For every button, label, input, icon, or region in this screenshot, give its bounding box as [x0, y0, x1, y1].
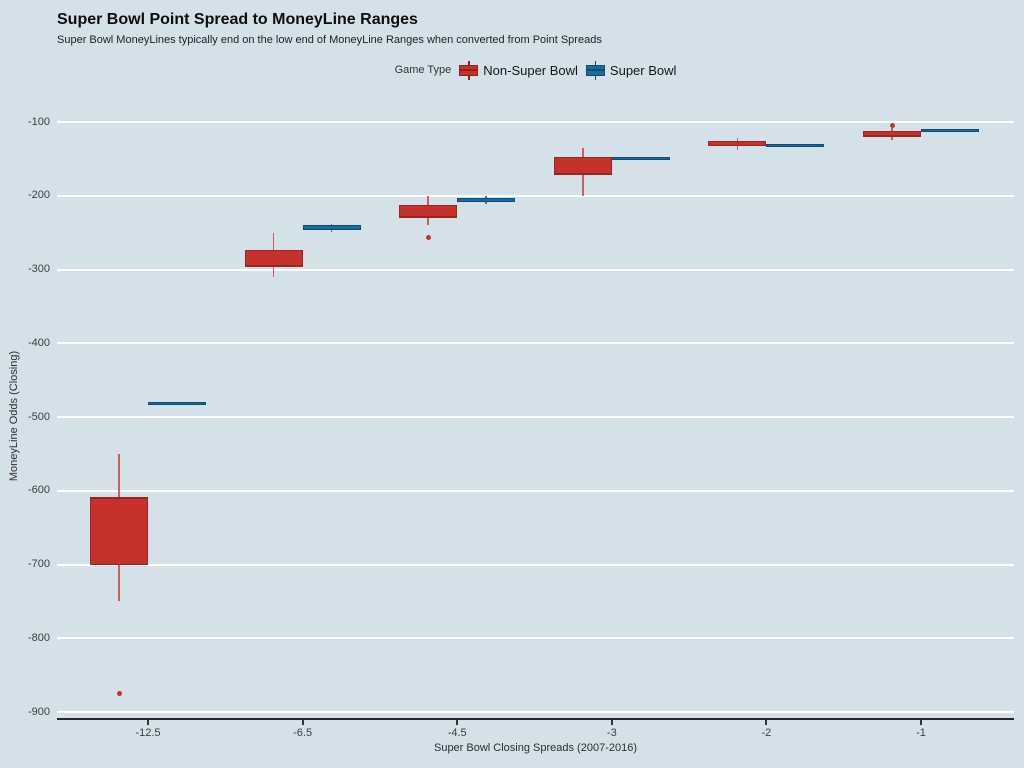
box-non-super-bowl--2: [708, 141, 767, 146]
median-non-super-bowl--3: [553, 173, 612, 176]
x-tick--6.5: [301, 720, 304, 725]
box-non-super-bowl--12.5: [90, 498, 148, 565]
median-non-super-bowl--1: [863, 135, 921, 137]
gridline--500: [57, 416, 1014, 418]
y-tick-label--400: -400: [27, 336, 50, 349]
x-axis-line: [57, 718, 1014, 720]
y-tick-label--500: -500: [27, 410, 50, 423]
y-tick-label--700: -700: [27, 558, 50, 570]
gridline--600: [57, 489, 1014, 492]
boxplot-key-icon-red: [459, 60, 479, 80]
legend-item-super-bowl: Super Bowl: [585, 60, 677, 80]
box-super-bowl--2: [766, 144, 825, 148]
box-super-bowl--1: [921, 128, 979, 132]
box-non-super-bowl--3: [553, 157, 612, 175]
y-tick-label--900: -900: [27, 705, 50, 718]
x-axis-title: Super Bowl Closing Spreads (2007-2016): [433, 742, 637, 754]
x-tick-label--1: -1: [916, 727, 926, 739]
box-non-super-bowl--6.5: [244, 249, 303, 266]
chart-subtitle: Super Bowl MoneyLines typically end on t…: [57, 34, 602, 46]
box-super-bowl--3: [611, 157, 670, 161]
x-tick--2: [765, 720, 768, 725]
median-non-super-bowl--6.5: [244, 264, 303, 267]
x-tick--1: [920, 720, 922, 725]
box-super-bowl--12.5: [148, 402, 206, 406]
y-tick-label--300: -300: [27, 263, 50, 275]
gridline--900: [57, 711, 1014, 713]
x-tick-label--12.5: -12.5: [135, 727, 161, 739]
median-non-super-bowl--12.5: [90, 497, 148, 500]
boxplot-key-icon-blue: [585, 60, 605, 80]
y-tick-label--100: -100: [27, 115, 50, 128]
median-non-super-bowl--4.5: [399, 216, 458, 219]
x-tick-label--2: -2: [761, 727, 772, 739]
gridline--300: [57, 268, 1014, 271]
outlier-non-super-bowl--12.5: [116, 691, 122, 697]
outlier-non-super-bowl--4.5: [425, 234, 431, 240]
legend-item-non-super-bowl: Non-Super Bowl: [459, 60, 578, 80]
y-tick-label--800: -800: [27, 631, 50, 644]
outlier-non-super-bowl--1: [889, 123, 895, 129]
legend-label-super-bowl: Super Bowl: [609, 62, 677, 78]
gridline--100: [57, 121, 1014, 123]
x-tick-label--3: -3: [606, 727, 617, 739]
box-super-bowl--6.5: [302, 225, 361, 230]
legend-label-non-super-bowl: Non-Super Bowl: [483, 62, 578, 78]
gridline--700: [57, 563, 1014, 566]
x-tick--4.5: [456, 720, 459, 725]
legend: Game Type Non-Super Bowl Super Bowl: [57, 59, 1014, 81]
gridline--800: [57, 637, 1014, 640]
x-tick-label--4.5: -4.5: [447, 727, 467, 739]
y-tick-label--200: -200: [27, 189, 50, 202]
x-tick--12.5: [147, 720, 149, 725]
gridline--200: [57, 194, 1014, 197]
gridline--400: [57, 342, 1014, 345]
y-tick-label--600: -600: [27, 484, 50, 497]
chart-title: Super Bowl Point Spread to MoneyLine Ran…: [57, 11, 418, 28]
x-tick--3: [610, 720, 613, 725]
x-tick-label--6.5: -6.5: [293, 727, 313, 739]
box-super-bowl--4.5: [457, 197, 516, 203]
legend-title: Game Type: [394, 64, 452, 76]
